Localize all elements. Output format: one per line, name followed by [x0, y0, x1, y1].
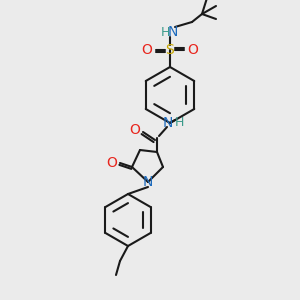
Text: N: N — [168, 25, 178, 39]
Text: O: O — [106, 156, 117, 170]
Text: N: N — [143, 175, 153, 189]
Text: H: H — [174, 116, 184, 130]
Text: S: S — [166, 43, 174, 57]
Text: O: O — [188, 43, 198, 57]
Text: O: O — [142, 43, 152, 57]
Text: O: O — [130, 123, 140, 137]
Text: N: N — [163, 116, 173, 130]
Text: H: H — [160, 26, 170, 38]
